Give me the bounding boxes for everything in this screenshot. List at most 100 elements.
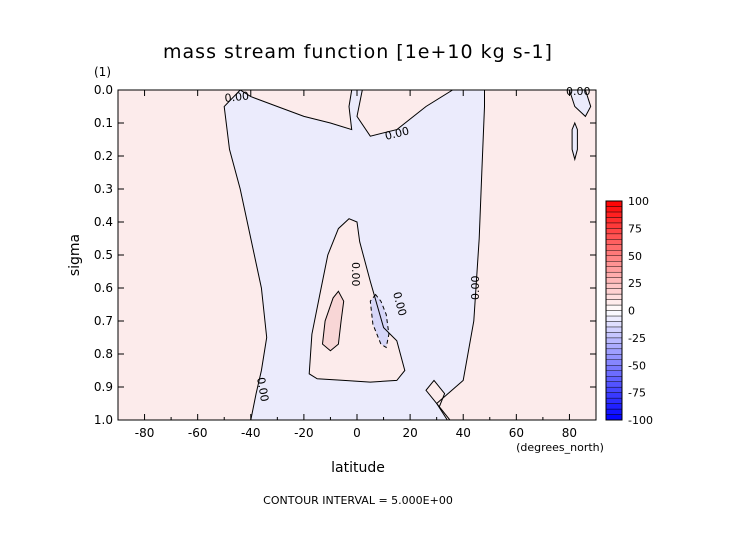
colorbar-segment [605,381,623,388]
y-axis-label: sigma [67,234,83,276]
y-tick-label: 0.6 [94,281,113,295]
colorbar-tick-label: -75 [628,387,646,400]
colorbar-segment [605,217,623,224]
upper-negative-patch-fill [569,90,591,117]
x-tick-label: -20 [294,426,314,440]
y-tick-label: 0.1 [94,116,113,130]
contour-fill-layer [118,90,596,420]
colorbar-segment [605,326,623,333]
positive-level-cell-fill [322,291,344,351]
colorbar-segment [605,304,623,311]
high-lat-thin-negative-fill [572,123,578,160]
colorbar-segment [605,414,623,421]
nh-low-level-positive-fill [426,380,450,420]
contour-labels: 0.00 0.00 0.00 0.00 0.00 0.00 0.00 [224,85,591,403]
colorbar-segment [605,370,623,377]
colorbar-segment [605,403,623,410]
colorbar-segment [605,293,623,300]
contour-label: 0.00 [224,89,250,104]
colorbar-segment [605,250,623,256]
x-axis-ticks: -80 -60 -40 -20 0 20 40 60 80 [135,90,577,440]
contour-label: 0.00 [390,290,409,317]
colorbar-tick-label: 100 [628,195,649,208]
colorbar-segment [605,271,623,278]
colorbar-segment [605,200,623,207]
colorbar-segment [605,348,623,355]
colorbar-segment [605,211,623,218]
upper-negative-patch-contour [568,90,592,118]
colorbar-segment [605,337,623,344]
colorbar-frame [605,200,623,421]
x-tick-label: -80 [135,426,155,440]
colorbar-segment [605,365,623,371]
x-axis-label: latitude [331,460,385,476]
negative-level-cell-fill [370,294,389,348]
contour-label: 0.00 [469,276,482,301]
chart-title: mass stream function [1e+10 kg s-1] [163,41,553,63]
colorbar-segment [605,277,623,284]
y-unit-label: (1) [94,65,111,79]
colorbar-segment [605,266,623,273]
nh-low-level-positive-contour [425,379,451,420]
colorbar-segment [605,255,623,262]
x-unit-label: (degrees_north) [516,441,604,454]
positive-level-cell-contour [321,290,345,352]
y-tick-label: 0.0 [94,83,113,97]
colorbar-tick-label: -100 [628,414,653,427]
contour-interval-footer: CONTOUR INTERVAL = 5.000E+00 [263,494,453,507]
equatorial-positive-core-contour [308,218,406,383]
colorbar-tick-label: 50 [628,250,642,263]
y-tick-label: 0.4 [94,215,113,229]
colorbar-segment [605,288,623,295]
colorbar-tick-label: 0 [628,305,635,318]
colorbar-segment [605,354,623,360]
colorbar-segment [605,206,623,213]
colorbar-segment [605,261,623,267]
colorbar-segment [605,282,623,289]
x-tick-label: 80 [562,426,577,440]
colorbar-segment [605,315,623,322]
colorbar-segment [605,386,623,393]
high-lat-thin-negative-contour [571,121,578,162]
y-tick-label: 0.9 [94,380,113,394]
x-tick-label: 60 [509,426,524,440]
y-tick-label: 0.2 [94,149,113,163]
y-tick-label: 0.3 [94,182,113,196]
colorbar-tick-label: -50 [628,359,646,372]
contour-label: 0.00 [349,262,362,287]
x-tick-label: 20 [402,426,417,440]
colorbar-segment [605,392,623,399]
colorbar-segment [605,397,623,404]
colorbar-segment [605,332,623,339]
colorbar-segment [605,408,623,415]
contour-label: 0.00 [254,376,271,402]
colorbar-segment [605,343,623,350]
colorbar-tick-label: 75 [628,222,642,235]
colorbar-tick-label: 25 [628,277,642,290]
colorbar-segment [605,244,623,251]
colorbar-segment [605,222,623,229]
colorbar-segment [605,299,623,306]
negative-level-cell-contour [369,293,390,349]
colorbar-tick-label: -25 [628,332,646,345]
colorbar-segment [605,359,623,366]
southern-negative-cell-contour [223,90,485,420]
x-tick-label: -60 [188,426,208,440]
contour-line-layer [223,90,592,420]
colorbar [605,200,623,421]
colorbar-segment [605,321,623,328]
y-axis-ticks: 0.0 0.1 0.2 0.3 0.4 0.5 0.6 0.7 0.8 0.9 1.0 [94,83,596,427]
colorbar-segment [605,228,623,235]
colorbar-segment [605,376,623,382]
colorbar-segment [605,310,623,317]
y-tick-label: 0.5 [94,248,113,262]
colorbar-ticks: 100 75 50 25 0 -25 -50 -75 -100 [628,195,653,427]
colorbar-segment [605,233,623,240]
x-tick-label: -40 [241,426,261,440]
y-tick-label: 1.0 [94,413,113,427]
contour-label: 0.00 [384,124,411,143]
x-tick-label: 0 [353,426,361,440]
y-tick-label: 0.7 [94,314,113,328]
